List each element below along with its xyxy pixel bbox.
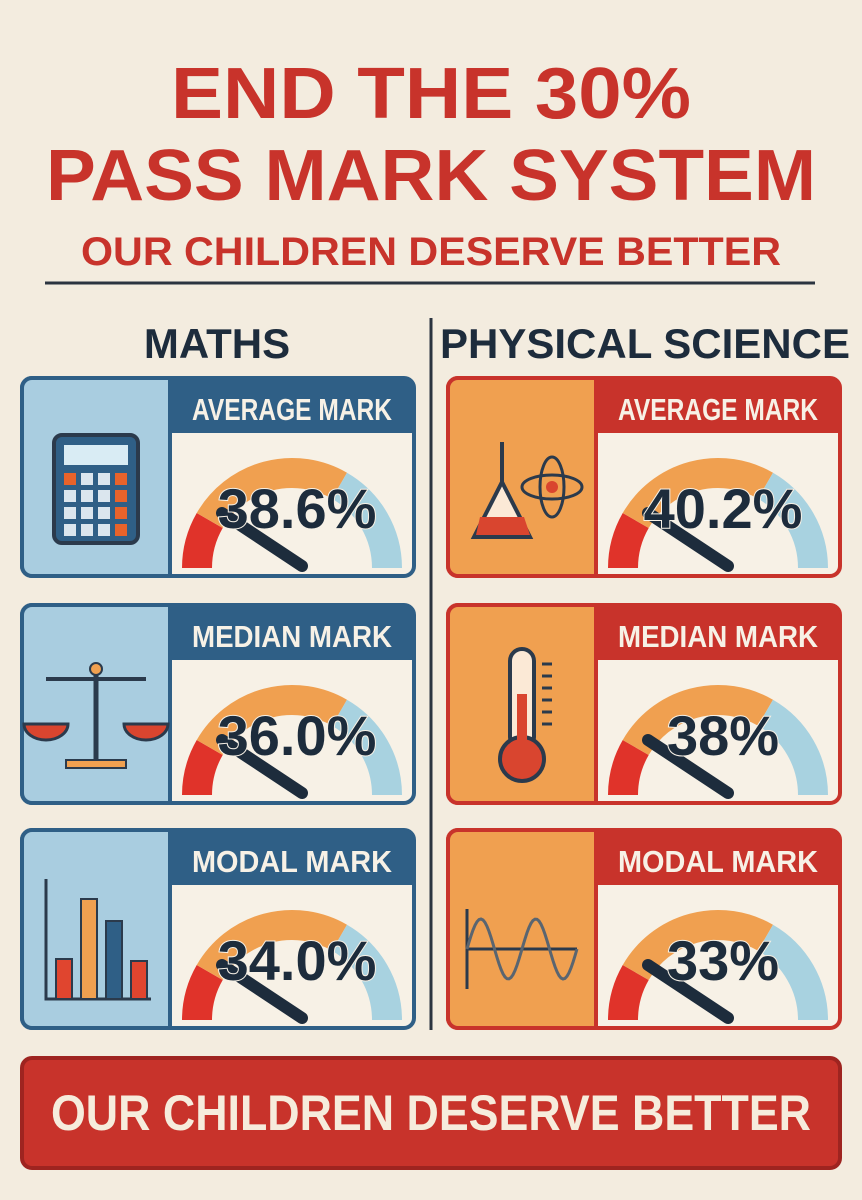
gauge-arc	[757, 699, 828, 796]
card-value: 38.6%	[218, 477, 377, 540]
gauge-needle	[642, 959, 734, 1024]
gauge-arc	[182, 513, 223, 569]
icon	[64, 490, 76, 502]
gauge-arc	[608, 513, 649, 569]
gauge-arc	[622, 910, 773, 981]
label-band	[170, 605, 414, 660]
gauge-arc	[182, 740, 223, 796]
icon	[81, 490, 93, 502]
gauge-arc	[196, 458, 347, 529]
label-band	[596, 378, 840, 433]
icon	[98, 507, 110, 519]
icon	[98, 490, 110, 502]
card-label: AVERAGE MARK	[618, 392, 818, 427]
gauge-arc	[331, 924, 402, 1021]
gauge-arc	[196, 685, 347, 756]
gauge-arc	[182, 965, 223, 1021]
gauge-arc	[608, 740, 649, 796]
icon	[517, 694, 527, 744]
card-value: 38%	[667, 704, 779, 767]
icon	[520, 473, 584, 501]
gauge-arc	[622, 458, 773, 529]
title-line: END THE 30%	[171, 54, 691, 134]
subtitle: OUR CHILDREN DESERVE BETTER	[81, 230, 781, 274]
icon	[64, 524, 76, 536]
label-band	[596, 830, 840, 885]
icon	[64, 473, 76, 485]
icon	[115, 524, 127, 536]
icon	[89, 662, 103, 676]
label-band	[170, 830, 414, 885]
icon	[65, 759, 127, 769]
gauge-needle	[216, 507, 308, 572]
icon-panel	[446, 376, 598, 578]
card-label: MODAL MARK	[618, 844, 819, 879]
icon	[115, 473, 127, 485]
label-band	[170, 378, 414, 433]
icon	[81, 473, 93, 485]
icon	[115, 490, 127, 502]
icon	[98, 473, 110, 485]
footer-banner	[20, 1056, 842, 1170]
icon	[115, 507, 127, 519]
icon	[98, 524, 110, 536]
gauge-arc	[757, 472, 828, 569]
column-heading: PHYSICAL SCIENCE	[440, 320, 850, 367]
icon	[476, 517, 530, 535]
column-heading: MATHS	[144, 320, 290, 367]
gauge-arc	[622, 685, 773, 756]
icon	[538, 455, 566, 519]
icon	[546, 481, 558, 493]
icon	[130, 960, 148, 1000]
card-label: MEDIAN MARK	[192, 619, 393, 654]
card-value: 40.2%	[644, 477, 803, 540]
icon	[465, 917, 579, 981]
card-value: 34.0%	[218, 929, 377, 992]
card-value: 33%	[667, 929, 779, 992]
icon	[105, 920, 123, 1000]
gauge-arc	[196, 910, 347, 981]
icon	[55, 958, 73, 1000]
gauge-needle	[642, 734, 734, 799]
gauge-arc	[757, 924, 828, 1021]
icon	[64, 445, 128, 465]
card-label: MEDIAN MARK	[618, 619, 819, 654]
gauge-needle	[216, 734, 308, 799]
icon	[80, 898, 98, 1000]
title-line: PASS MARK SYSTEM	[46, 136, 816, 216]
card-label: MODAL MARK	[192, 844, 393, 879]
icon-panel	[446, 828, 598, 1030]
icon	[81, 507, 93, 519]
gauge-needle	[216, 959, 308, 1024]
icon	[122, 722, 170, 742]
gauge-arc	[331, 699, 402, 796]
footer-text: OUR CHILDREN DESERVE BETTER	[51, 1085, 811, 1141]
card-value: 36.0%	[218, 704, 377, 767]
icon	[22, 722, 70, 742]
card-label: AVERAGE MARK	[192, 392, 392, 427]
gauge-arc	[331, 472, 402, 569]
icon	[81, 524, 93, 536]
gauge-arc	[608, 965, 649, 1021]
icon	[64, 507, 76, 519]
label-band	[596, 605, 840, 660]
gauge-needle	[642, 507, 734, 572]
